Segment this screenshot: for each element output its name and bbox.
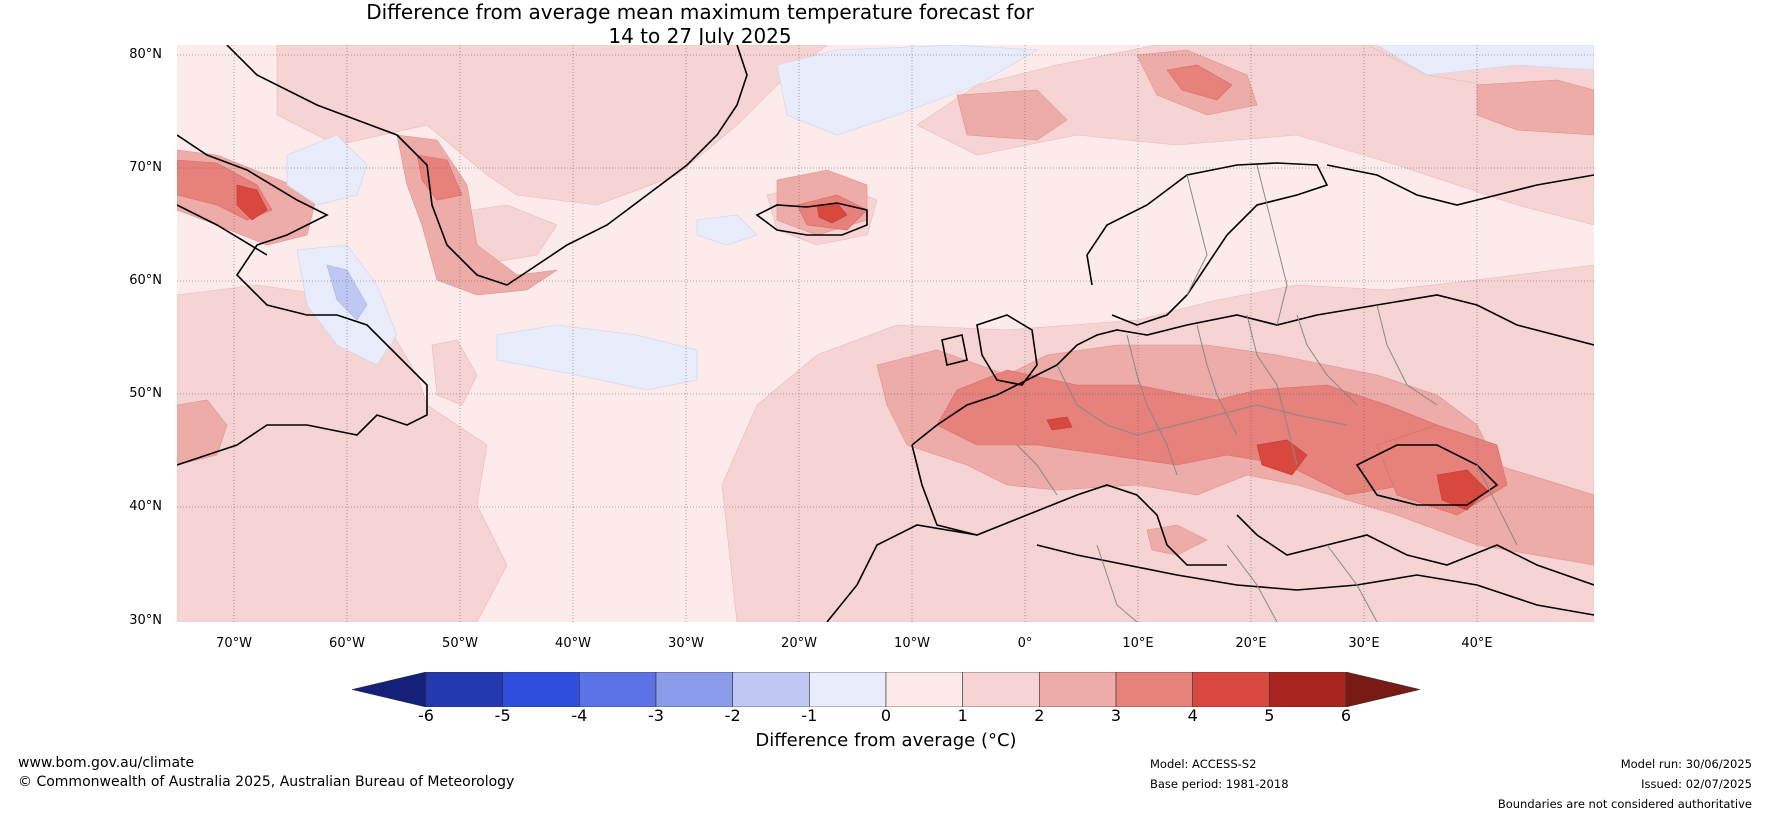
lon-label-10e: 10°E <box>1122 636 1154 651</box>
colorbar-swatch <box>579 671 657 708</box>
colorbar-tick-label: 4 <box>1187 706 1198 725</box>
footer-base-period: Base period: 1981-2018 <box>1150 777 1289 791</box>
colorbar-tick-label: 2 <box>1034 706 1045 725</box>
lat-label-80n: 80°N <box>129 47 162 62</box>
colorbar-swatch <box>1269 671 1347 708</box>
footer-model-run: Model run: 30/06/2025 <box>1620 757 1752 771</box>
anomaly-neg2-neg1-zones <box>326 264 368 321</box>
title-line-2: 14 to 27 July 2025 <box>608 24 792 48</box>
lon-label-40e: 40°E <box>1461 636 1493 651</box>
colorbar-tick-label: -5 <box>494 706 511 725</box>
lon-label-10w: 10°W <box>894 636 930 651</box>
colorbar-tick-label: -1 <box>801 706 818 725</box>
colorbar-tick-label: 0 <box>880 706 892 725</box>
lat-label-60n: 60°N <box>129 273 162 288</box>
colorbar-tick-label: -6 <box>418 706 434 725</box>
colorbar-swatch <box>732 671 810 708</box>
colorbar-swatch <box>502 671 580 708</box>
colorbar-tick-label: 3 <box>1110 706 1122 725</box>
colorbar-tick-label: 1 <box>957 706 968 725</box>
temperature-anomaly-map <box>177 45 1594 622</box>
colorbar-tick-label: 5 <box>1264 706 1275 725</box>
colorbar-tick-label: 6 <box>1340 706 1352 725</box>
colorbar-label: Difference from average (°C) <box>755 730 1017 751</box>
colorbar-swatch <box>962 671 1040 708</box>
lon-label-20e: 20°E <box>1235 636 1267 651</box>
anomaly-neg1-0-zones <box>286 45 1594 391</box>
lat-label-70n: 70°N <box>129 160 162 175</box>
colorbar-swatch <box>1039 671 1117 708</box>
colorbar-extend-low <box>351 671 427 708</box>
lat-label-30n: 30°N <box>129 613 162 628</box>
colorbar <box>351 671 1421 708</box>
colorbar-swatches <box>351 671 1421 708</box>
footer-issued: Issued: 02/07/2025 <box>1641 777 1752 791</box>
colorbar-tick-label: -4 <box>571 706 588 725</box>
lon-label-30w: 30°W <box>668 636 704 651</box>
graticule <box>177 45 1594 622</box>
coastlines <box>177 45 1594 622</box>
lon-label-40w: 40°W <box>555 636 591 651</box>
colorbar-tick-label: -3 <box>648 706 664 725</box>
lat-label-50n: 50°N <box>129 386 162 401</box>
footer-model: Model: ACCESS-S2 <box>1150 757 1257 771</box>
map-canvas <box>177 45 1594 622</box>
colorbar-swatch <box>809 671 887 708</box>
colorbar-swatch <box>885 671 963 708</box>
colorbar-swatch <box>1192 671 1270 708</box>
map-title: Difference from average mean maximum tem… <box>0 0 1400 48</box>
colorbar-swatch <box>1115 671 1193 708</box>
lon-label-70w: 70°W <box>216 636 252 651</box>
colorbar-extend-high <box>1345 671 1421 708</box>
country-borders <box>1016 164 1518 622</box>
lat-label-40n: 40°N <box>129 499 162 514</box>
footer-website: www.bom.gov.au/climate <box>18 755 195 771</box>
lon-label-0: 0° <box>1017 636 1033 651</box>
colorbar-swatch <box>425 671 503 708</box>
footer-disclaimer: Boundaries are not considered authoritat… <box>1497 797 1752 811</box>
lon-label-20w: 20°W <box>781 636 817 651</box>
colorbar-swatch <box>655 671 733 708</box>
title-line-1: Difference from average mean maximum tem… <box>366 0 1034 24</box>
lon-label-30e: 30°E <box>1348 636 1380 651</box>
colorbar-tick-label: -2 <box>724 706 741 725</box>
lon-label-50w: 50°W <box>442 636 478 651</box>
lon-label-60w: 60°W <box>329 636 365 651</box>
footer-copyright: © Commonwealth of Australia 2025, Austra… <box>18 774 515 790</box>
